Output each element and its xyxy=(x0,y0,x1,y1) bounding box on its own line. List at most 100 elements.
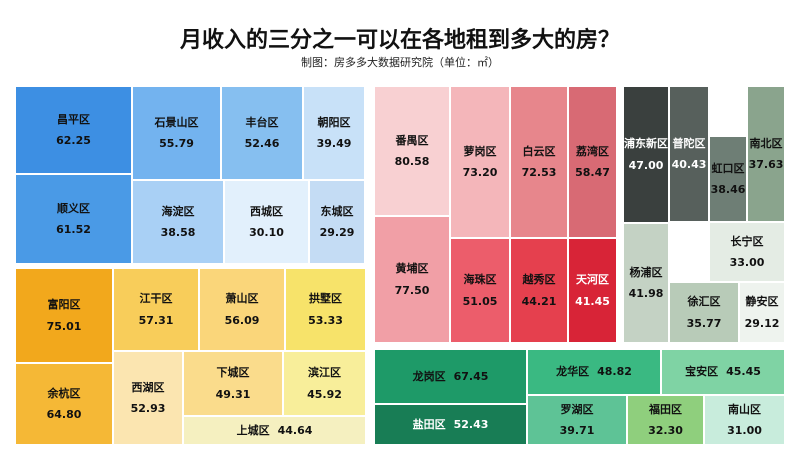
treemap-cell: 龙华区 48.82 xyxy=(527,349,661,395)
area-value-label: 80.58 xyxy=(394,155,430,168)
district-name-label: 昌平区 xyxy=(57,112,90,126)
treemap-cell: 石景山区 55.79 xyxy=(132,86,221,180)
area-value-label: 57.31 xyxy=(138,313,174,327)
treemap-cell: 南北区 37.63 xyxy=(747,86,785,222)
district-name-label: 西湖区 xyxy=(131,380,165,394)
area-value-label: 53.33 xyxy=(308,313,343,327)
treemap-cell: 天河区 41.45 xyxy=(568,238,617,343)
area-value-label: 52.43 xyxy=(453,417,489,431)
treemap-cell: 福田区 32.30 xyxy=(627,395,704,445)
area-value-label: 44.64 xyxy=(277,423,313,437)
area-value-label: 73.20 xyxy=(462,166,498,179)
area-value-label: 51.05 xyxy=(462,294,498,308)
district-name-label: 虹口区 xyxy=(711,161,745,175)
district-name-label: 石景山区 xyxy=(154,115,199,129)
district-name-label: 徐汇区 xyxy=(687,295,721,309)
area-value-label: 32.30 xyxy=(648,424,683,437)
area-value-label: 44.21 xyxy=(521,294,557,308)
district-name-label: 番禺区 xyxy=(395,133,429,147)
area-value-label: 72.53 xyxy=(521,166,557,179)
district-name-label: 东城区 xyxy=(320,204,354,218)
treemap-cell: 虹口区 38.46 xyxy=(709,136,747,222)
treemap-cell: 东城区 29.29 xyxy=(309,180,365,264)
district-name-label: 上城区 xyxy=(236,423,270,437)
treemap-cell: 下城区 49.31 xyxy=(183,351,283,416)
treemap-cell: 南山区 31.00 xyxy=(704,395,785,445)
area-value-label: 56.09 xyxy=(224,313,260,327)
area-value-label: 31.00 xyxy=(727,424,762,437)
treemap-cell: 龙岗区 67.45 xyxy=(374,349,527,404)
district-name-label: 福田区 xyxy=(649,402,682,416)
area-value-label: 45.92 xyxy=(307,387,342,401)
treemap-cell: 徐汇区 35.77 xyxy=(669,282,739,343)
district-name-label: 海淀区 xyxy=(161,204,195,218)
treemap-cell: 拱墅区 53.33 xyxy=(285,268,366,351)
area-value-label: 48.82 xyxy=(597,365,632,379)
treemap-cell: 西城区 30.10 xyxy=(224,180,309,264)
area-value-label: 39.71 xyxy=(559,424,595,437)
treemap-cell: 顺义区 61.52 xyxy=(15,174,132,264)
area-value-label: 29.12 xyxy=(744,316,780,330)
treemap-cell: 白云区 72.53 xyxy=(510,86,568,238)
treemap-cell: 越秀区 44.21 xyxy=(510,238,568,343)
area-value-label: 35.77 xyxy=(686,316,722,330)
district-name-label: 浦东新区 xyxy=(624,137,668,151)
district-name-label: 黄埔区 xyxy=(395,262,429,276)
treemap-cell: 朝阳区 39.49 xyxy=(303,86,365,180)
treemap-cell: 宝安区 45.45 xyxy=(661,349,785,395)
district-name-label: 罗湖区 xyxy=(560,402,594,416)
district-name-label: 顺义区 xyxy=(57,201,90,215)
area-value-label: 75.01 xyxy=(46,319,82,333)
treemap-cell: 海淀区 38.58 xyxy=(132,180,224,264)
treemap-cell: 静安区 29.12 xyxy=(739,282,785,343)
district-name-label: 西城区 xyxy=(250,204,283,218)
treemap-cell: 西湖区 52.93 xyxy=(113,351,183,445)
area-value-label: 41.45 xyxy=(575,294,610,308)
district-name-label: 朝阳区 xyxy=(317,115,351,129)
treemap-cell: 萧山区 56.09 xyxy=(199,268,285,351)
area-value-label: 52.46 xyxy=(244,137,280,150)
area-value-label: 67.45 xyxy=(453,369,489,383)
district-name-label: 南山区 xyxy=(728,402,761,416)
treemap-cell: 丰台区 52.46 xyxy=(221,86,303,180)
district-name-label: 盐田区 xyxy=(412,417,446,431)
treemap-cell: 海珠区 51.05 xyxy=(450,238,510,343)
area-value-label: 52.93 xyxy=(130,402,166,415)
area-value-label: 61.52 xyxy=(56,223,91,236)
area-value-label: 58.47 xyxy=(575,166,610,179)
district-name-label: 龙岗区 xyxy=(412,369,446,383)
district-name-label: 富阳区 xyxy=(47,298,81,312)
area-value-label: 38.58 xyxy=(160,226,196,239)
district-name-label: 龙华区 xyxy=(556,365,590,379)
district-name-label: 下城区 xyxy=(216,366,250,380)
treemap-cell: 江干区 57.31 xyxy=(113,268,199,351)
treemap-cell: 萝岗区 73.20 xyxy=(450,86,510,238)
area-value-label: 49.31 xyxy=(215,387,251,401)
area-value-label: 41.98 xyxy=(628,287,664,300)
area-value-label: 37.63 xyxy=(748,158,784,171)
treemap-cell: 普陀区 40.43 xyxy=(669,86,709,222)
district-name-label: 静安区 xyxy=(745,295,779,309)
district-name-label: 白云区 xyxy=(522,144,556,158)
district-name-label: 江干区 xyxy=(139,292,173,306)
district-name-label: 荔湾区 xyxy=(576,144,609,158)
treemap-cell: 滨江区 45.92 xyxy=(283,351,366,416)
area-value-label: 30.10 xyxy=(249,226,284,239)
district-name-label: 萧山区 xyxy=(225,292,259,306)
district-name-label: 滨江区 xyxy=(308,366,341,380)
area-value-label: 38.46 xyxy=(710,183,746,196)
area-value-label: 55.79 xyxy=(159,137,194,150)
district-name-label: 宝安区 xyxy=(685,365,719,379)
area-value-label: 62.25 xyxy=(56,134,91,147)
district-name-label: 余杭区 xyxy=(47,386,81,400)
treemap-cell: 富阳区 75.01 xyxy=(15,268,113,363)
treemap-cell: 余杭区 64.80 xyxy=(15,363,113,445)
treemap-cell: 罗湖区 39.71 xyxy=(527,395,627,445)
treemap-cell: 黄埔区 77.50 xyxy=(374,216,450,343)
treemap-cell: 番禺区 80.58 xyxy=(374,86,450,216)
district-name-label: 长宁区 xyxy=(730,234,764,248)
treemap-cell: 浦东新区 47.00 xyxy=(623,86,669,223)
district-name-label: 杨浦区 xyxy=(629,265,663,279)
district-name-label: 普陀区 xyxy=(672,136,706,150)
area-value-label: 47.00 xyxy=(628,158,664,172)
